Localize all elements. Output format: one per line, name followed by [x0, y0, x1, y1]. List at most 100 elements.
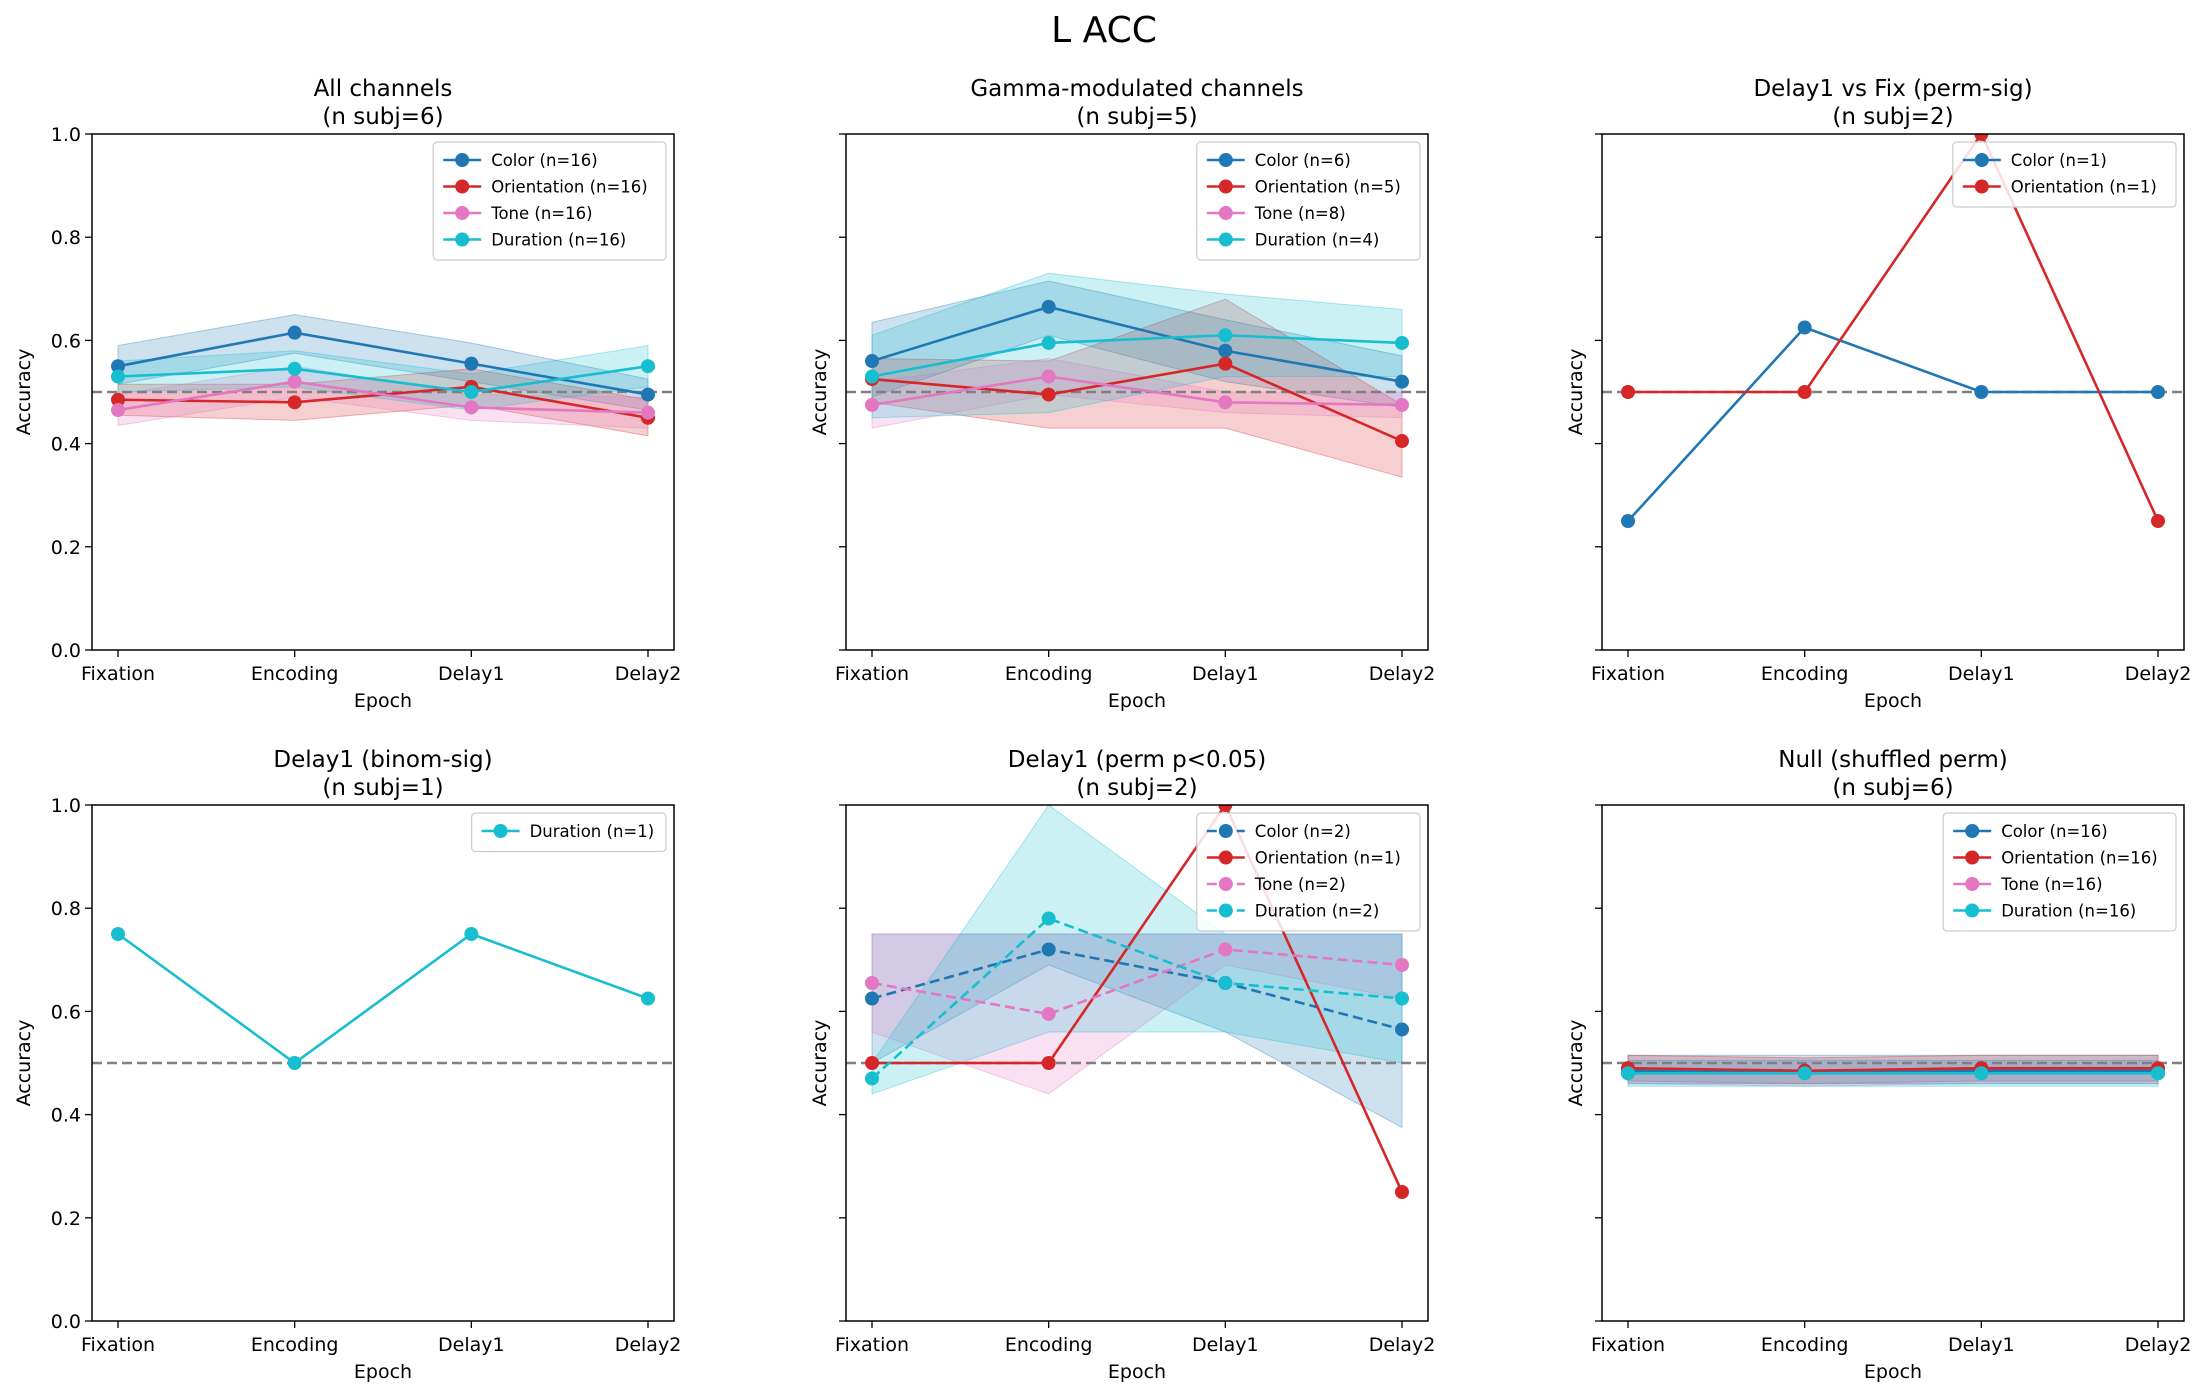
legend-box: [1196, 141, 1421, 261]
plot-area: [846, 272, 1428, 478]
data-point-duration: [464, 927, 479, 941]
legend-entry: Color (n=1): [2011, 151, 2107, 170]
legend-entry: Color (n=16): [491, 151, 597, 170]
subplot-4: Delay1 (binom-sig)(n subj=1) 0.0 0.2 0.4 0.6…: [13, 747, 681, 1383]
legend-entry: Tone (n=16): [2000, 875, 2102, 894]
data-point-color: [1041, 942, 1056, 957]
data-point-duration: [111, 369, 125, 384]
legend-box: [471, 812, 667, 853]
y-axis-label: Accuracy: [13, 349, 35, 436]
legend-swatch-marker: [455, 179, 470, 194]
y-tick-label: 0.0: [51, 640, 81, 662]
data-point-duration: [287, 1056, 302, 1070]
series-line-tone: [871, 375, 1403, 407]
x-tick-label: Delay2: [2125, 663, 2192, 685]
subplot-grid: All channels(n subj=6)0.00.20.40.60.81.0…: [13, 76, 2191, 1383]
legend-entry: Orientation (n=1): [1255, 849, 1401, 868]
y-axis-label: Accuracy: [809, 1020, 831, 1107]
data-point-tone: [111, 403, 125, 418]
data-point-color: [1395, 374, 1409, 389]
y-tick-label: 0.4: [51, 1105, 81, 1127]
legend-entry: Tone (n=8): [1254, 204, 1346, 223]
y-axis-label: Accuracy: [13, 1020, 35, 1107]
data-point-orientation: [1218, 356, 1233, 371]
x-tick-label: Delay1: [1948, 1334, 2015, 1356]
series-line-orientation: [872, 805, 1404, 1193]
x-tick-label: Delay2: [2125, 1334, 2192, 1356]
legend-entry: Orientation (n=1): [2011, 178, 2157, 197]
data-point-orientation: [1621, 385, 1635, 399]
data-point-tone: [865, 976, 879, 991]
plot-area: [846, 805, 1428, 1199]
data-point-duration: [287, 361, 302, 376]
data-point-duration: [2151, 1066, 2165, 1081]
x-tick-label: Fixation: [1591, 1334, 1665, 1356]
data-point-tone: [1041, 1006, 1056, 1021]
legend-entry: Color (n=16): [2001, 822, 2107, 841]
series-line-orientation: [1628, 134, 2160, 522]
subplot-1: All channels(n subj=6) 0.0 0.2 0.4 0.6 0.8 1.0…: [13, 76, 681, 712]
subplot-subtitle: (n subj=6): [1832, 775, 1953, 801]
y-tick-label: 0.6: [51, 1001, 81, 1023]
legend: Color (n=6) Orientation (n=5) Tone (n=8) Du…: [1196, 141, 1421, 261]
legend-swatch-marker: [455, 232, 470, 247]
legend-swatch-marker: [1218, 850, 1233, 865]
legend-box: [1196, 812, 1421, 932]
x-tick-label: Fixation: [835, 1334, 909, 1356]
data-point-orientation: [287, 395, 302, 410]
series-line-orientation: [1627, 1066, 2158, 1073]
subplot-subtitle: (n subj=5): [1076, 104, 1197, 130]
data-point-color: [1797, 320, 1812, 335]
plot-area: [1602, 1054, 2184, 1087]
x-tick-label: Delay1: [438, 663, 505, 685]
legend-entry: Orientation (n=5): [1255, 178, 1401, 197]
legend: Color (n=2) Orientation (n=1) Tone (n=2) Du…: [1196, 812, 1421, 932]
series-line-tone: [871, 948, 1403, 1016]
legend-swatch-marker: [455, 153, 470, 167]
data-point-tone: [1395, 957, 1409, 972]
x-tick-label: Encoding: [251, 663, 339, 685]
data-point-duration: [1218, 328, 1233, 343]
legend-entry: Duration (n=4): [1255, 231, 1380, 250]
axes-frame: [91, 133, 675, 651]
x-tick-label: Fixation: [81, 1334, 155, 1356]
data-point-color: [2151, 385, 2165, 399]
subplot-subtitle: (n subj=6): [322, 104, 443, 130]
data-point-duration: [641, 359, 655, 374]
data-point-tone: [1395, 397, 1409, 412]
series-line-color: [871, 305, 1403, 383]
legend-swatch-marker: [493, 824, 508, 838]
data-point-orientation: [1041, 1056, 1056, 1070]
legend-entry: Tone (n=16): [490, 204, 592, 223]
y-tick-label: 0.2: [51, 1208, 81, 1230]
data-point-orientation: [1395, 1185, 1409, 1199]
x-tick-label: Delay1: [1192, 1334, 1259, 1356]
legend-entry: Orientation (n=16): [491, 178, 648, 197]
subplot-subtitle: (n subj=1): [322, 775, 443, 801]
data-point-duration: [865, 1071, 879, 1086]
x-tick-label: Delay2: [1369, 663, 1436, 685]
y-tick-label: 0.0: [51, 1311, 81, 1333]
axes-frame: [91, 804, 675, 1322]
plot-area: [1602, 134, 2184, 528]
y-tick-label: 0.4: [51, 434, 81, 456]
data-point-tone: [1041, 369, 1056, 384]
data-point-duration: [1218, 976, 1233, 991]
data-point-color: [1218, 343, 1233, 358]
data-point-orientation: [1797, 385, 1812, 399]
legend: Duration (n=1): [471, 812, 667, 853]
data-point-tone: [287, 374, 302, 389]
legend-swatch-marker: [455, 206, 470, 220]
legend-swatch-marker: [1218, 877, 1233, 891]
legend-entry: Color (n=2): [1255, 822, 1351, 841]
subplot-title: Null (shuffled perm): [1778, 747, 2007, 773]
x-tick-label: Encoding: [1005, 663, 1093, 685]
data-point-color: [865, 354, 879, 369]
subplot-title: Delay1 (perm p<0.05): [1008, 747, 1266, 773]
legend: Color (n=16) Orientation (n=16) Tone (n=16…: [432, 141, 667, 261]
data-point-orientation: [111, 392, 125, 407]
subplot-subtitle: (n subj=2): [1832, 104, 1953, 130]
y-tick-label: 0.8: [51, 227, 81, 249]
x-tick-label: Encoding: [251, 1334, 339, 1356]
